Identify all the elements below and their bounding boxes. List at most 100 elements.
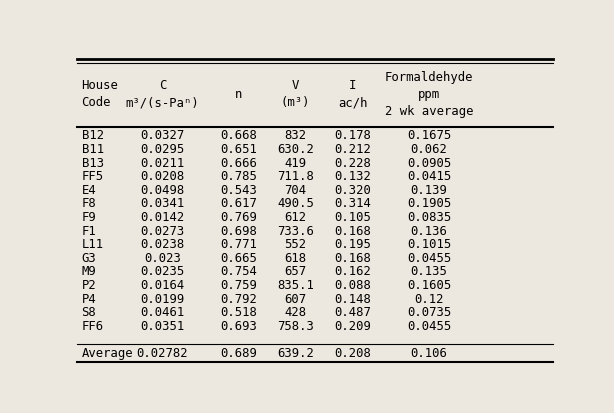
Text: 0.693: 0.693 bbox=[220, 320, 257, 333]
Text: 832: 832 bbox=[284, 129, 307, 142]
Text: 0.162: 0.162 bbox=[334, 266, 371, 278]
Text: 0.023: 0.023 bbox=[144, 252, 181, 265]
Text: 0.178: 0.178 bbox=[334, 129, 371, 142]
Text: 0.195: 0.195 bbox=[334, 238, 371, 251]
Text: F8: F8 bbox=[82, 197, 96, 210]
Text: 0.0208: 0.0208 bbox=[140, 170, 185, 183]
Text: B12: B12 bbox=[82, 129, 104, 142]
Text: Formaldehyde
ppm
2 wk average: Formaldehyde ppm 2 wk average bbox=[384, 71, 473, 118]
Text: 0.617: 0.617 bbox=[220, 197, 257, 210]
Text: S8: S8 bbox=[82, 306, 96, 319]
Text: 0.088: 0.088 bbox=[334, 279, 371, 292]
Text: 0.228: 0.228 bbox=[334, 157, 371, 170]
Text: 0.1605: 0.1605 bbox=[406, 279, 451, 292]
Text: 0.754: 0.754 bbox=[220, 266, 257, 278]
Text: 612: 612 bbox=[284, 211, 307, 224]
Text: 0.689: 0.689 bbox=[220, 347, 257, 360]
Text: 0.212: 0.212 bbox=[334, 143, 371, 156]
Text: 490.5: 490.5 bbox=[277, 197, 314, 210]
Text: n: n bbox=[235, 88, 243, 101]
Text: 0.320: 0.320 bbox=[334, 184, 371, 197]
Text: F1: F1 bbox=[82, 225, 96, 237]
Text: 0.0273: 0.0273 bbox=[140, 225, 185, 237]
Text: 0.0461: 0.0461 bbox=[140, 306, 185, 319]
Text: 835.1: 835.1 bbox=[277, 279, 314, 292]
Text: 0.771: 0.771 bbox=[220, 238, 257, 251]
Text: FF5: FF5 bbox=[82, 170, 104, 183]
Text: House
Code: House Code bbox=[82, 79, 119, 109]
Text: 711.8: 711.8 bbox=[277, 170, 314, 183]
Text: 0.543: 0.543 bbox=[220, 184, 257, 197]
Text: 0.769: 0.769 bbox=[220, 211, 257, 224]
Text: V
(m³): V (m³) bbox=[281, 79, 311, 109]
Text: 0.665: 0.665 bbox=[220, 252, 257, 265]
Text: 0.209: 0.209 bbox=[334, 320, 371, 333]
Text: FF6: FF6 bbox=[82, 320, 104, 333]
Text: 0.0415: 0.0415 bbox=[406, 170, 451, 183]
Text: 618: 618 bbox=[284, 252, 307, 265]
Text: 0.136: 0.136 bbox=[410, 225, 448, 237]
Text: 0.0211: 0.0211 bbox=[140, 157, 185, 170]
Text: 639.2: 639.2 bbox=[277, 347, 314, 360]
Text: 733.6: 733.6 bbox=[277, 225, 314, 237]
Text: 0.518: 0.518 bbox=[220, 306, 257, 319]
Text: 0.02782: 0.02782 bbox=[136, 347, 188, 360]
Text: 0.168: 0.168 bbox=[334, 225, 371, 237]
Text: 428: 428 bbox=[284, 306, 307, 319]
Text: 0.062: 0.062 bbox=[410, 143, 448, 156]
Text: 0.651: 0.651 bbox=[220, 143, 257, 156]
Text: 758.3: 758.3 bbox=[277, 320, 314, 333]
Text: C
m³/(s-Paⁿ): C m³/(s-Paⁿ) bbox=[125, 79, 200, 109]
Text: 0.1015: 0.1015 bbox=[406, 238, 451, 251]
Text: B13: B13 bbox=[82, 157, 104, 170]
Text: 0.0341: 0.0341 bbox=[140, 197, 185, 210]
Text: 0.168: 0.168 bbox=[334, 252, 371, 265]
Text: 630.2: 630.2 bbox=[277, 143, 314, 156]
Text: 0.0835: 0.0835 bbox=[406, 211, 451, 224]
Text: G3: G3 bbox=[82, 252, 96, 265]
Text: 0.0238: 0.0238 bbox=[140, 238, 185, 251]
Text: 0.208: 0.208 bbox=[334, 347, 371, 360]
Text: 0.0735: 0.0735 bbox=[406, 306, 451, 319]
Text: 0.0351: 0.0351 bbox=[140, 320, 185, 333]
Text: L11: L11 bbox=[82, 238, 104, 251]
Text: F9: F9 bbox=[82, 211, 96, 224]
Text: 0.0235: 0.0235 bbox=[140, 266, 185, 278]
Text: 0.1905: 0.1905 bbox=[406, 197, 451, 210]
Text: 0.792: 0.792 bbox=[220, 293, 257, 306]
Text: 704: 704 bbox=[284, 184, 307, 197]
Text: 0.0295: 0.0295 bbox=[140, 143, 185, 156]
Text: 0.314: 0.314 bbox=[334, 197, 371, 210]
Text: 0.139: 0.139 bbox=[410, 184, 448, 197]
Text: B11: B11 bbox=[82, 143, 104, 156]
Text: P4: P4 bbox=[82, 293, 96, 306]
Text: 0.759: 0.759 bbox=[220, 279, 257, 292]
Text: P2: P2 bbox=[82, 279, 96, 292]
Text: M9: M9 bbox=[82, 266, 96, 278]
Text: 0.1675: 0.1675 bbox=[406, 129, 451, 142]
Text: 0.785: 0.785 bbox=[220, 170, 257, 183]
Text: 0.0164: 0.0164 bbox=[140, 279, 185, 292]
Text: 0.12: 0.12 bbox=[414, 293, 444, 306]
Text: 0.0199: 0.0199 bbox=[140, 293, 185, 306]
Text: 0.487: 0.487 bbox=[334, 306, 371, 319]
Text: Average: Average bbox=[82, 347, 133, 360]
Text: 0.132: 0.132 bbox=[334, 170, 371, 183]
Text: E4: E4 bbox=[82, 184, 96, 197]
Text: 0.135: 0.135 bbox=[410, 266, 448, 278]
Text: 607: 607 bbox=[284, 293, 307, 306]
Text: 0.0142: 0.0142 bbox=[140, 211, 185, 224]
Text: 0.668: 0.668 bbox=[220, 129, 257, 142]
Text: 0.106: 0.106 bbox=[410, 347, 448, 360]
Text: 0.0905: 0.0905 bbox=[406, 157, 451, 170]
Text: 0.0327: 0.0327 bbox=[140, 129, 185, 142]
Text: 0.666: 0.666 bbox=[220, 157, 257, 170]
Text: 0.0498: 0.0498 bbox=[140, 184, 185, 197]
Text: 552: 552 bbox=[284, 238, 307, 251]
Text: 0.0455: 0.0455 bbox=[406, 252, 451, 265]
Text: 657: 657 bbox=[284, 266, 307, 278]
Text: 0.698: 0.698 bbox=[220, 225, 257, 237]
Text: I
ac/h: I ac/h bbox=[338, 79, 368, 109]
Text: 0.0455: 0.0455 bbox=[406, 320, 451, 333]
Text: 419: 419 bbox=[284, 157, 307, 170]
